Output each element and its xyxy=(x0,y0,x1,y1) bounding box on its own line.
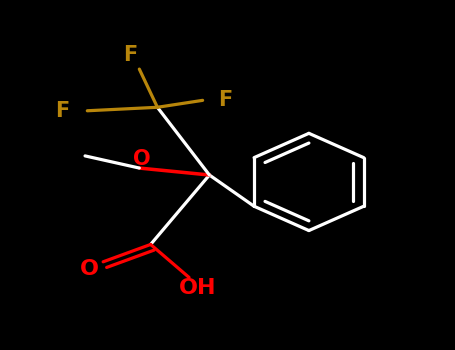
Text: F: F xyxy=(218,90,233,110)
Text: F: F xyxy=(56,101,70,121)
Text: F: F xyxy=(123,45,137,65)
Text: O: O xyxy=(133,149,151,169)
Text: OH: OH xyxy=(179,278,217,298)
Text: O: O xyxy=(80,259,99,279)
